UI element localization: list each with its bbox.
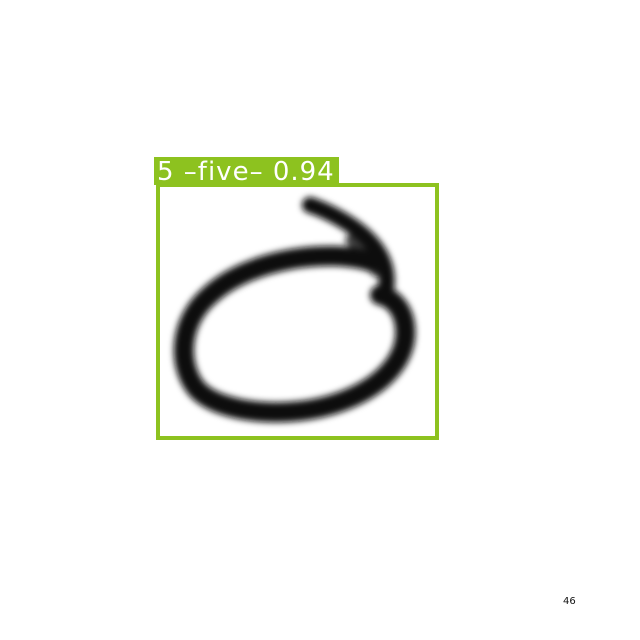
page-number: 46 xyxy=(563,596,576,607)
digit-stroke-tail xyxy=(302,197,395,306)
detection-label: 5 –five– 0.94 xyxy=(154,157,339,187)
digit-stroke-loop xyxy=(173,245,416,423)
detection-bounding-box xyxy=(156,183,439,440)
digit-stroke-hook xyxy=(345,235,381,277)
